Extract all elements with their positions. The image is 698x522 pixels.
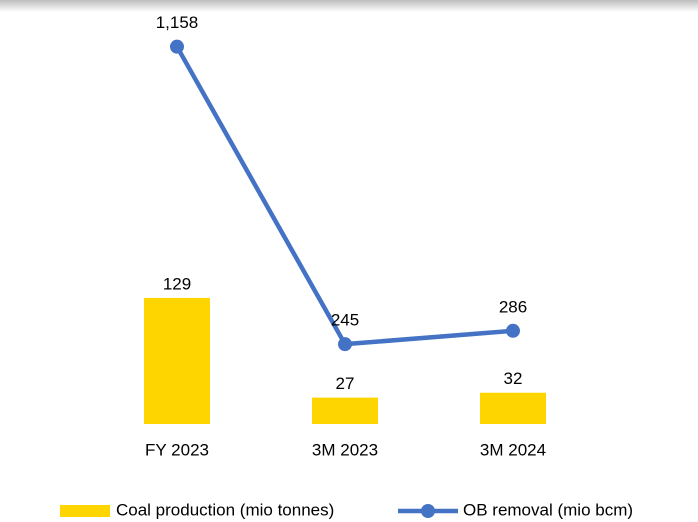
line-marker: [170, 39, 184, 54]
bar: [144, 297, 210, 424]
data-label: 1,158: [156, 13, 199, 32]
legend-label: OB removal (mio bcm): [463, 500, 633, 519]
x-tick-label: FY 2023: [145, 440, 209, 459]
bar: [480, 392, 546, 424]
legend-label: Coal production (mio tonnes): [116, 500, 334, 519]
x-tick-label: 3M 2023: [312, 440, 378, 459]
data-label: 245: [331, 311, 359, 330]
legend-swatch-marker: [421, 504, 435, 518]
data-label: 27: [336, 374, 355, 393]
legend-swatch: [60, 505, 110, 517]
line-marker: [338, 337, 352, 352]
bar: [312, 397, 378, 424]
data-label: 286: [499, 297, 527, 316]
line-marker: [506, 323, 520, 338]
data-label: 32: [504, 369, 523, 388]
top-shadow: [0, 0, 698, 12]
data-label: 129: [163, 274, 191, 293]
x-tick-label: 3M 2024: [480, 440, 546, 459]
line: [175, 45, 514, 347]
